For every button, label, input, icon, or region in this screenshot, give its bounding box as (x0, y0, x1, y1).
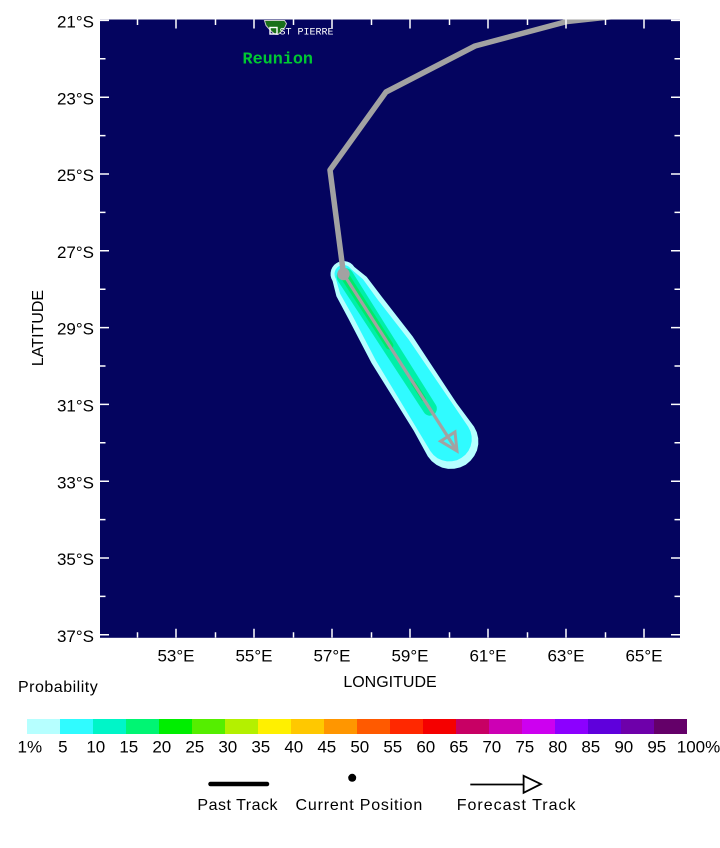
svg-text:27°S: 27°S (57, 243, 94, 262)
svg-text:35: 35 (251, 737, 270, 756)
svg-text:37°S: 37°S (57, 627, 94, 646)
svg-text:60: 60 (416, 737, 435, 756)
svg-text:31°S: 31°S (57, 397, 94, 416)
svg-text:65°E: 65°E (625, 647, 662, 666)
svg-text:15: 15 (119, 737, 138, 756)
svg-text:Past Track: Past Track (197, 797, 278, 814)
svg-text:57°E: 57°E (313, 647, 350, 666)
svg-text:21°S: 21°S (57, 13, 94, 32)
svg-text:75: 75 (515, 737, 534, 756)
svg-text:90: 90 (614, 737, 633, 756)
svg-text:LATITUDE: LATITUDE (30, 290, 47, 366)
svg-text:10: 10 (86, 737, 105, 756)
svg-text:25°S: 25°S (57, 166, 94, 185)
svg-text:Current Position: Current Position (296, 797, 424, 814)
svg-text:ST PIERRE: ST PIERRE (280, 28, 334, 39)
svg-text:25: 25 (185, 737, 204, 756)
svg-text:29°S: 29°S (57, 320, 94, 339)
svg-text:55°E: 55°E (235, 647, 272, 666)
svg-text:70: 70 (482, 737, 501, 756)
svg-text:30: 30 (218, 737, 237, 756)
svg-text:35°S: 35°S (57, 550, 94, 569)
svg-text:Forecast Track: Forecast Track (457, 797, 577, 814)
svg-text:80: 80 (548, 737, 567, 756)
svg-text:59°E: 59°E (391, 647, 428, 666)
svg-text:95: 95 (647, 737, 666, 756)
svg-text:100%: 100% (677, 737, 720, 756)
svg-text:33°S: 33°S (57, 473, 94, 492)
svg-text:Reunion: Reunion (243, 51, 314, 70)
svg-text:1%: 1% (18, 737, 43, 756)
svg-text:53°E: 53°E (157, 647, 194, 666)
svg-text:23°S: 23°S (57, 89, 94, 108)
svg-text:85: 85 (581, 737, 600, 756)
svg-text:5: 5 (58, 737, 67, 756)
svg-text:Probability: Probability (18, 679, 98, 696)
svg-text:55: 55 (383, 737, 402, 756)
svg-text:20: 20 (152, 737, 171, 756)
svg-text:LONGITUDE: LONGITUDE (343, 674, 436, 691)
svg-text:50: 50 (350, 737, 369, 756)
svg-text:61°E: 61°E (469, 647, 506, 666)
svg-text:45: 45 (317, 737, 336, 756)
svg-text:40: 40 (284, 737, 303, 756)
svg-text:65: 65 (449, 737, 468, 756)
svg-text:63°E: 63°E (547, 647, 584, 666)
